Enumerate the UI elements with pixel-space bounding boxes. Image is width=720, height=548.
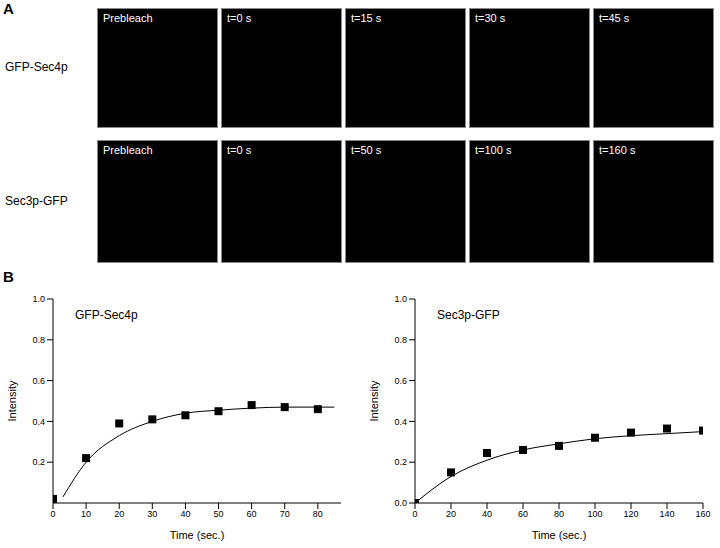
svg-text:0.6: 0.6	[394, 376, 407, 386]
html-text:GFP-Sec4p: GFP-Sec4p	[75, 308, 138, 322]
html-text:Prebleach: Prebleach	[103, 144, 153, 156]
svg-text:0.4: 0.4	[394, 417, 407, 427]
html-text:GFP-Sec4p: GFP-Sec4p	[5, 60, 68, 74]
svg-text:40: 40	[180, 509, 190, 519]
svg-text:70: 70	[280, 509, 290, 519]
svg-text:Intensity: Intensity	[368, 380, 380, 421]
svg-text:20: 20	[446, 509, 456, 519]
svg-text:10: 10	[81, 509, 91, 519]
html-text:Prebleach: Prebleach	[103, 12, 153, 24]
svg-text:0.2: 0.2	[32, 457, 45, 467]
svg-text:30: 30	[147, 509, 157, 519]
svg-text:0.6: 0.6	[32, 376, 45, 386]
svg-text:0.0: 0.0	[394, 498, 407, 508]
html-text:t=15 s: t=15 s	[351, 12, 382, 24]
svg-text:0.8: 0.8	[32, 335, 45, 345]
svg-text:Time (sec.): Time (sec.)	[532, 529, 587, 541]
html-text:A: A	[3, 0, 14, 17]
svg-text:160: 160	[695, 509, 710, 519]
svg-text:Time (sec.): Time (sec.)	[170, 529, 225, 541]
html-text:Sec3p-GFP: Sec3p-GFP	[437, 308, 500, 322]
svg-text:60: 60	[518, 509, 528, 519]
svg-text:1.0: 1.0	[394, 294, 407, 304]
html-text:t=30 s: t=30 s	[475, 12, 506, 24]
svg-text:120: 120	[623, 509, 638, 519]
svg-text:100: 100	[587, 509, 602, 519]
html-text:t=45 s: t=45 s	[599, 12, 630, 24]
html-text:t=0 s: t=0 s	[227, 12, 252, 24]
svg-text:Intensity: Intensity	[6, 380, 18, 421]
svg-text:20: 20	[114, 509, 124, 519]
svg-text:80: 80	[554, 509, 564, 519]
svg-text:0.8: 0.8	[394, 335, 407, 345]
svg-text:40: 40	[482, 509, 492, 519]
svg-text:0.4: 0.4	[32, 417, 45, 427]
svg-text:50: 50	[214, 509, 224, 519]
html-text:B: B	[3, 268, 14, 285]
svg-text:0.2: 0.2	[394, 457, 407, 467]
html-text:t=0 s: t=0 s	[227, 144, 252, 156]
svg-text:0: 0	[50, 509, 55, 519]
svg-text:140: 140	[659, 509, 674, 519]
html-text:Sec3p-GFP: Sec3p-GFP	[5, 193, 68, 208]
svg-text:0: 0	[412, 509, 417, 519]
html-text:t=50 s: t=50 s	[351, 144, 382, 156]
svg-text:80: 80	[313, 509, 323, 519]
html-text:t=160 s: t=160 s	[599, 144, 636, 156]
html-text:t=100 s: t=100 s	[475, 144, 512, 156]
svg-text:60: 60	[247, 509, 257, 519]
svg-text:1.0: 1.0	[32, 294, 45, 304]
